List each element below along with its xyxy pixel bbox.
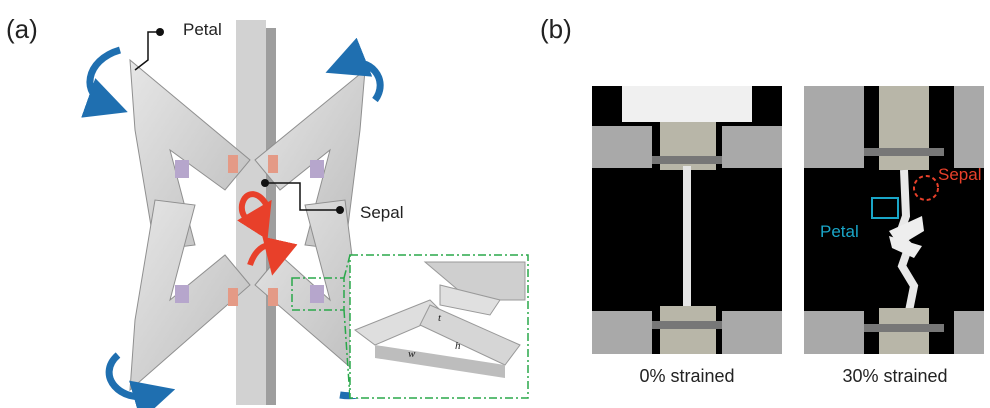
sepal-leader-line [265,182,340,211]
hinge-purple [175,285,189,303]
rotation-arrow-red [237,191,272,240]
rotation-arrow-blue [81,46,128,118]
panel-a-label: (a) [6,14,38,44]
inset-t-label: t [438,312,442,324]
caption-strained: 30% strained [842,366,948,386]
panel-b-label: (b) [540,14,572,44]
petal-marker-box [871,197,899,219]
photo-sepal-label: Sepal [938,165,982,184]
sepal-marker-circle [913,175,939,201]
hinge-orange [268,155,278,173]
petal-label: Petal [183,20,222,39]
sepal-label: Sepal [360,203,404,222]
rotation-arrow-blue [325,37,384,103]
hinge-purple [310,160,324,178]
rotation-arrow-red [247,236,298,276]
photo-unstrained [592,86,782,354]
petal-leader-line [134,31,160,71]
hinge-orange [268,288,278,306]
rotation-arrow-blue [105,352,176,408]
photo-petal-label: Petal [820,222,859,241]
caption-unstrained: 0% strained [639,366,735,386]
kirigami-structure-diagram [81,20,529,408]
inset-source-box [291,277,345,311]
sepal-pointer-end-dot [336,206,344,214]
hinge-purple [310,285,324,303]
inset-w-label: w [408,348,416,360]
inset-h-label: h [455,340,461,352]
photo-strained [804,86,984,354]
inset-hinge-detail [353,261,526,378]
hinge-purple [175,160,189,178]
lower-left-petal [129,199,251,392]
hinge-orange [228,155,238,173]
hinge-orange [228,288,238,306]
